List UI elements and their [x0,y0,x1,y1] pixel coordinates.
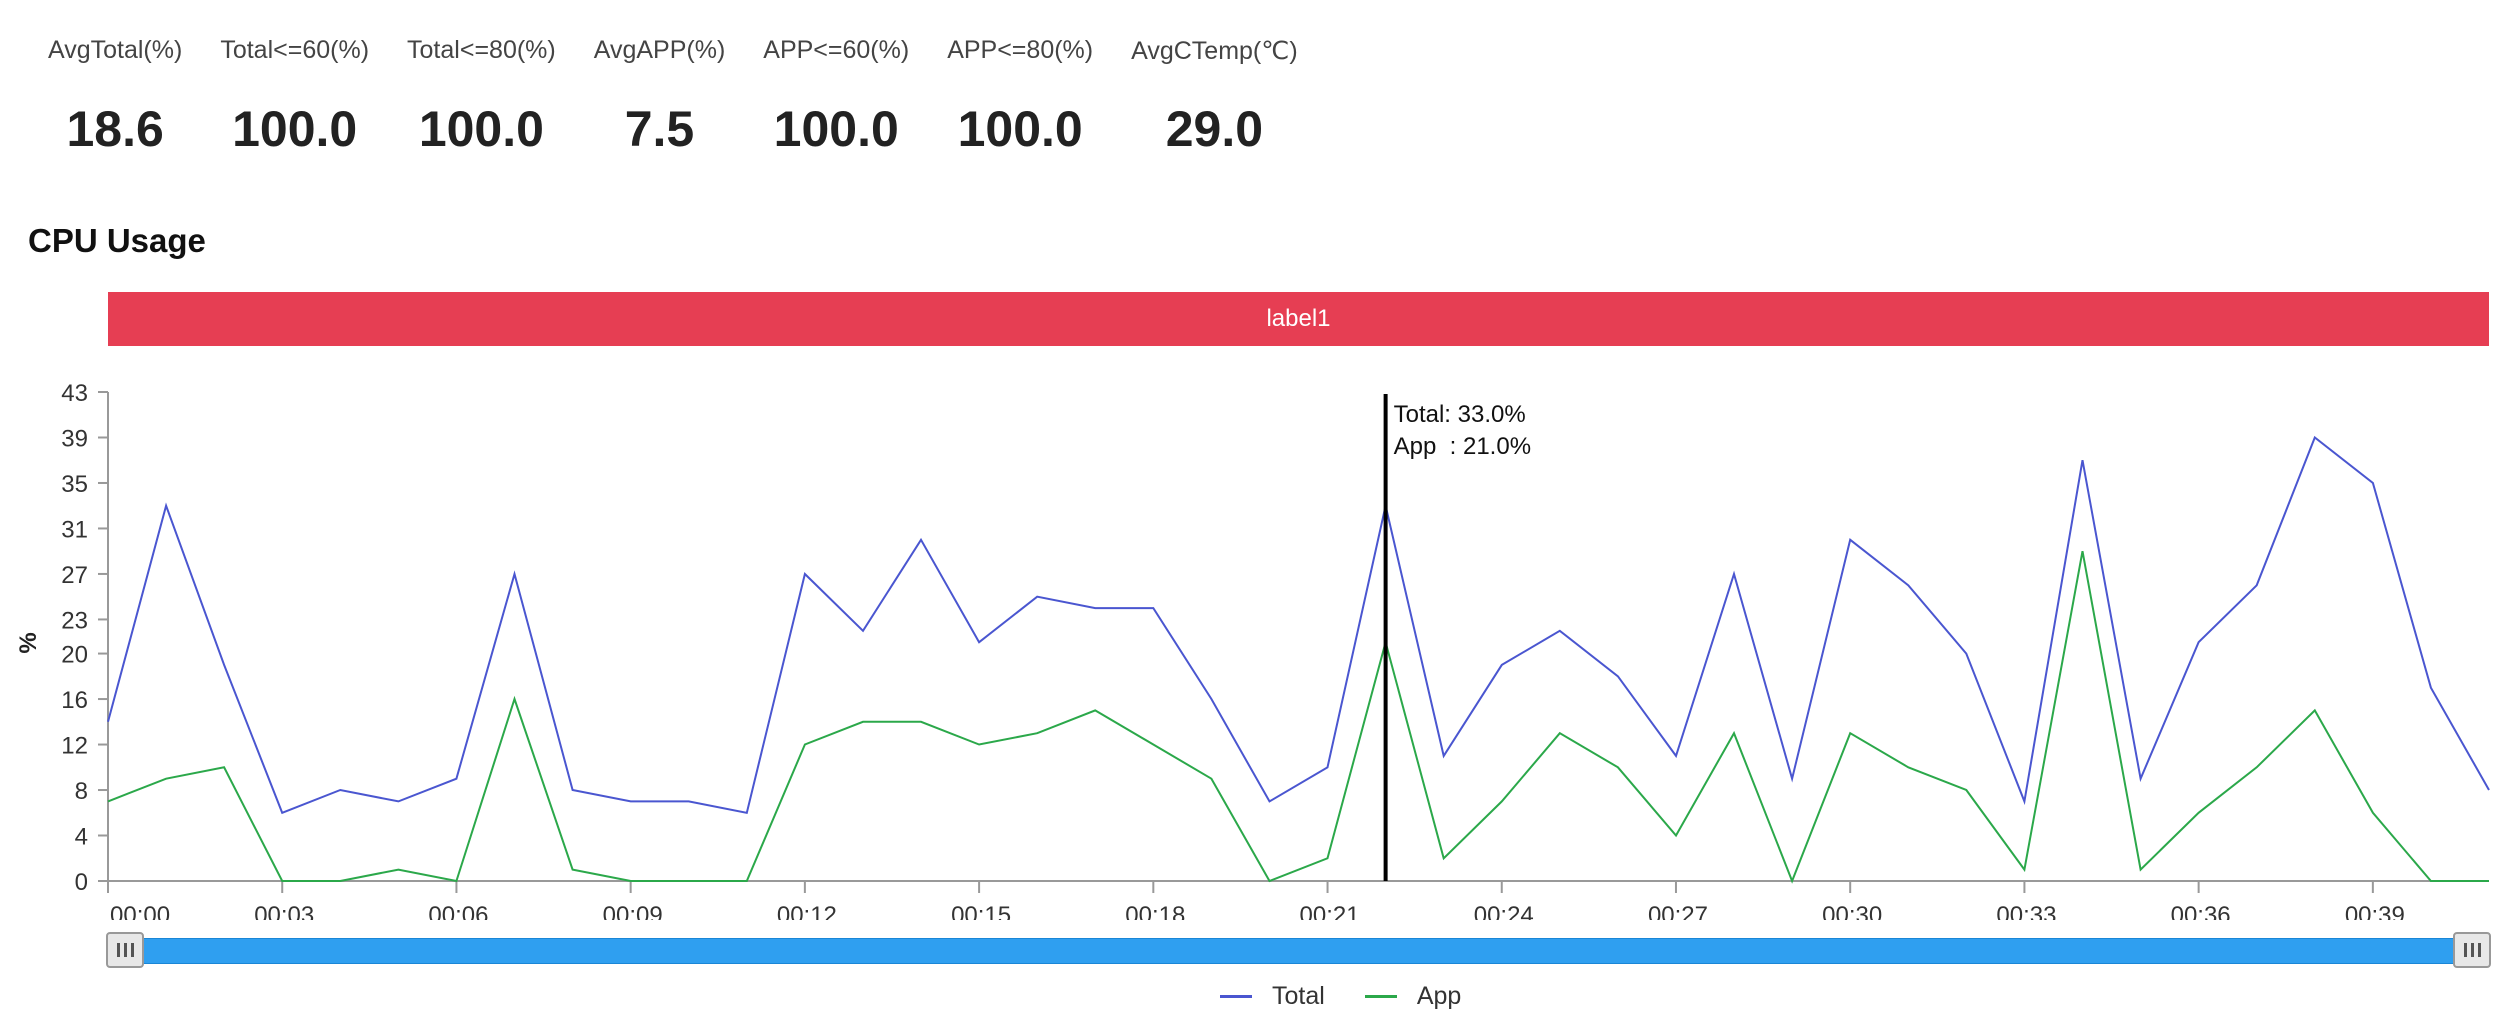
y-tick-label: 39 [61,425,88,452]
stat-value: 18.6 [66,101,164,157]
stat-label: AvgTotal(%) [48,36,183,64]
stat-value: 29.0 [1165,101,1264,157]
tooltip-app: App : 21.0% [1394,433,1531,460]
legend-label: App [1416,982,1462,1010]
stat-avg-app: AvgAPP(%) 7.5 [594,36,726,158]
x-tick-label: 00:39 [2345,902,2405,920]
x-tick-label: 00:33 [1996,902,2056,920]
legend-item-app[interactable]: App [1364,982,1462,1011]
y-tick-label: 16 [61,687,88,714]
series-line-app [107,551,2489,884]
stat-label: AvgAPP(%) [593,36,726,64]
stat-label: AvgCTemp(℃) [1131,37,1298,65]
slider-handle-right[interactable] [2453,932,2491,968]
x-tick-label: 00:00 [110,902,170,920]
x-tick-label: 00:03 [254,902,314,920]
section-title: CPU Usage [28,222,206,259]
stat-total-le-60: Total<=60(%) 100.0 [220,36,369,158]
stat-label: Total<=60(%) [220,36,370,64]
series-line-total [107,435,2490,815]
x-tick-label: 00:12 [777,902,837,920]
stat-value: 100.0 [232,101,358,157]
y-tick-label: 27 [61,562,88,589]
legend-swatch [1364,995,1397,998]
stat-label: APP<=80(%) [947,36,1094,64]
stat-label: APP<=60(%) [763,36,910,64]
y-tick-label: 35 [61,471,88,498]
tooltip-total: Total: 33.0% [1394,401,1526,428]
y-tick-label: 20 [61,642,88,669]
y-tick-label: 23 [61,607,88,634]
stat-total-le-80: Total<=80(%) 100.0 [407,36,556,158]
stat-value: 100.0 [957,101,1083,157]
y-axis-label: % [15,632,42,653]
cpu-usage-chart[interactable]: 0 4 8 12 16 20 23 27 31 35 39 43% 00:00 00:03 00:06 00:… [0,360,2518,920]
y-tick-label: 0 [75,869,88,896]
legend-swatch [1220,995,1252,998]
x-tick-label: 00:06 [428,902,488,920]
legend-item-total[interactable]: Total [1220,982,1325,1011]
stat-app-le-80: APP<=80(%) 100.0 [947,36,1093,158]
x-tick-label: 00:18 [1125,902,1185,920]
legend-label: Total [1272,982,1325,1010]
stat-label: Total<=80(%) [407,36,556,64]
x-tick-label: 00:15 [951,902,1011,920]
slider-handle-left[interactable] [106,932,144,968]
stat-avg-ctemp: AvgCTemp(℃) 29.0 [1131,36,1298,158]
x-tick-label: 00:30 [1822,902,1882,920]
legend: Total App [1220,982,1501,1011]
x-tick-label: 00:24 [1474,902,1534,920]
stat-app-le-60: APP<=60(%) 100.0 [763,36,909,158]
stat-value: 100.0 [773,101,899,157]
stat-value: 7.5 [624,101,695,157]
stats-row: AvgTotal(%) 18.6 Total<=60(%) 100.0 Tota… [48,36,1336,158]
y-tick-label: 43 [61,380,88,407]
slider-track[interactable] [108,938,2489,964]
y-tick-label: 8 [75,778,88,805]
stat-value: 100.0 [418,101,544,157]
x-tick-label: 00:36 [2171,902,2231,920]
label-bar[interactable]: label1 [108,292,2489,346]
y-tick-label: 12 [61,733,88,760]
x-tick-label: 00:27 [1648,902,1708,920]
stat-avg-total: AvgTotal(%) 18.6 [48,36,182,158]
y-tick-label: 4 [75,824,88,851]
x-tick-label: 00:21 [1300,902,1360,920]
range-slider[interactable] [106,932,2491,968]
y-tick-label: 31 [61,516,88,543]
x-tick-label: 00:09 [603,902,663,920]
